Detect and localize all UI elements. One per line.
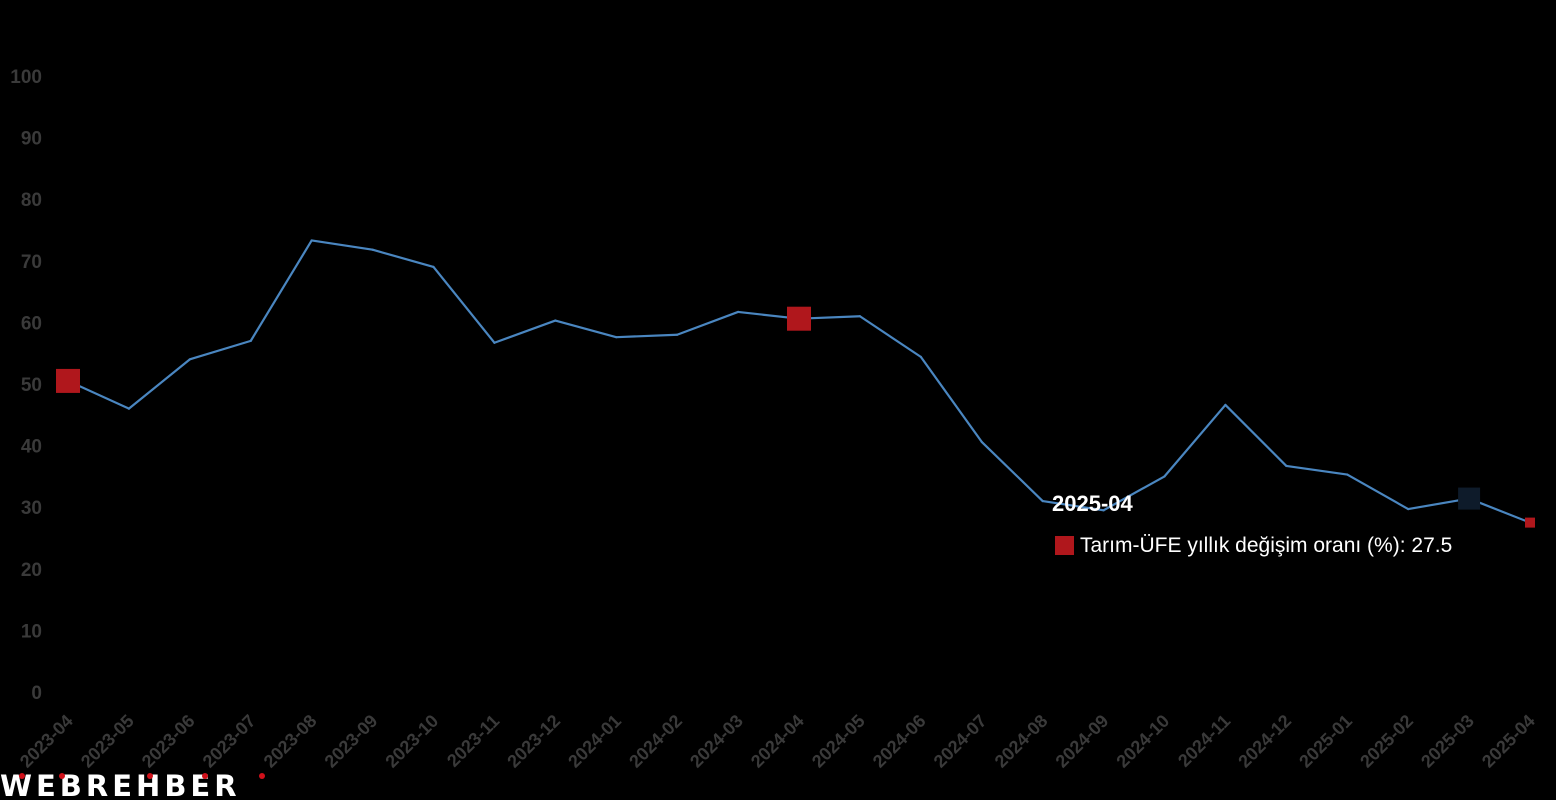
x-tick-label: 2024-03 — [686, 711, 747, 772]
x-tick-label: 2024-01 — [564, 711, 625, 772]
watermark-dot — [259, 773, 265, 779]
x-tick-label: 2024-02 — [625, 711, 686, 772]
watermark-dot — [202, 773, 208, 779]
y-tick-label: 90 — [21, 129, 42, 150]
y-tick-label: 60 — [21, 313, 42, 334]
watermark-logo: WEBREHBER — [0, 769, 265, 800]
watermark-text: WEBREHBER — [0, 769, 241, 800]
point-marker[interactable] — [56, 368, 80, 393]
x-tick-label: 2023-05 — [77, 711, 138, 772]
y-tick-label: 20 — [21, 560, 42, 581]
y-tick-label: 70 — [21, 252, 42, 273]
y-tick-label: 10 — [21, 621, 42, 642]
x-tick-label: 2023-06 — [138, 711, 199, 772]
tooltip-label: Tarım-ÜFE yıllık değişim oranı (%): 27.5 — [1080, 534, 1452, 557]
series-line-segment — [371, 248, 435, 269]
x-tick-label: 2025-04 — [1478, 711, 1539, 772]
x-tick-label: 2025-01 — [1295, 711, 1356, 772]
x-tick-label: 2023-09 — [321, 711, 382, 772]
series-line-segment — [493, 319, 557, 344]
x-tick-label: 2025-03 — [1417, 711, 1478, 772]
point-marker[interactable] — [1525, 517, 1535, 528]
y-tick-label: 80 — [21, 190, 42, 211]
series-line-segment — [1041, 499, 1105, 512]
x-tick-label: 2024-06 — [869, 711, 930, 772]
series-layer — [66, 239, 1532, 524]
x-tick-label: 2024-08 — [991, 711, 1052, 772]
series-line-segment — [858, 315, 922, 358]
series-line-segment — [554, 319, 618, 339]
x-tick-label: 2023-08 — [260, 711, 321, 772]
highlight-marker[interactable] — [1458, 487, 1481, 510]
x-tick-label: 2024-05 — [808, 711, 869, 772]
y-tick-label: 30 — [21, 498, 42, 519]
series-line-segment — [615, 333, 679, 339]
series-line-segment — [676, 310, 740, 336]
series-line-segment — [1163, 403, 1227, 478]
series-line-segment — [1285, 464, 1349, 476]
series-line-segment — [980, 440, 1044, 503]
x-tick-label: 2023-07 — [199, 711, 260, 772]
x-tick-label: 2024-04 — [747, 711, 808, 772]
tooltip-title: 2025-04 — [1052, 491, 1134, 516]
y-tick-label: 40 — [21, 437, 42, 458]
marker-layer — [56, 306, 1535, 528]
x-tick-label: 2023-04 — [16, 711, 77, 772]
x-tick-label: 2024-10 — [1112, 711, 1173, 772]
series-line-segment — [432, 265, 496, 344]
series-line-segment — [310, 239, 374, 251]
y-tick-label: 0 — [31, 683, 42, 704]
x-tick-label: 2024-12 — [1234, 711, 1295, 772]
watermark-dot — [19, 773, 25, 779]
series-line-segment — [1224, 403, 1288, 468]
x-tick-label: 2024-09 — [1052, 711, 1113, 772]
y-tick-label: 50 — [21, 375, 42, 396]
y-tick-label: 100 — [10, 67, 42, 88]
x-tick-label: 2023-11 — [443, 711, 503, 771]
series-line-segment — [188, 339, 252, 361]
x-axis: 2023-04 2023-05 2023-06 2023-07 2023-08 2023-… — [16, 711, 1539, 772]
x-tick-label: 2024-07 — [930, 711, 991, 772]
series-line-segment — [919, 355, 983, 444]
y-axis: 0 10 20 30 40 50 60 70 80 90 100 — [10, 67, 42, 704]
x-tick-label: 2024-11 — [1174, 711, 1234, 771]
tooltip: 2025-04 Tarım-ÜFE yıllık değişim oranı (… — [1052, 491, 1452, 557]
watermark-dots — [19, 773, 265, 779]
watermark-dot — [147, 773, 153, 779]
tooltip-swatch — [1055, 536, 1074, 555]
x-tick-label: 2023-12 — [503, 711, 564, 772]
series-line-segment — [1102, 475, 1166, 512]
watermark-dot — [59, 773, 65, 779]
point-marker[interactable] — [787, 306, 811, 331]
series-line-segment — [127, 358, 191, 410]
x-tick-label: 2023-10 — [381, 711, 442, 772]
series-line-segment — [1346, 473, 1410, 511]
series-line-segment — [249, 239, 313, 342]
x-tick-label: 2025-02 — [1356, 711, 1417, 772]
